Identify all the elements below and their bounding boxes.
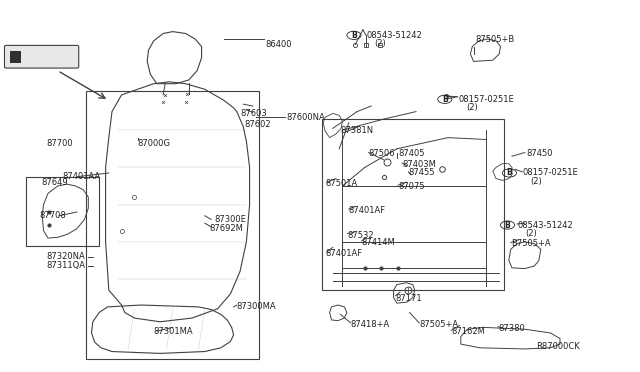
Text: 87380: 87380 bbox=[498, 324, 525, 333]
Text: 87600NA: 87600NA bbox=[286, 113, 325, 122]
Text: B: B bbox=[507, 169, 512, 177]
Text: 87300E: 87300E bbox=[214, 215, 246, 224]
Text: 87405: 87405 bbox=[398, 149, 424, 158]
Text: 87505+A: 87505+A bbox=[419, 320, 458, 329]
Text: 08543-51242: 08543-51242 bbox=[517, 221, 573, 230]
Text: 87000G: 87000G bbox=[138, 139, 171, 148]
Text: 08157-0251E: 08157-0251E bbox=[522, 169, 578, 177]
Text: 87401AF: 87401AF bbox=[325, 249, 362, 258]
Text: R87000CK: R87000CK bbox=[536, 342, 580, 351]
Text: 87700: 87700 bbox=[46, 139, 73, 148]
Text: 87414M: 87414M bbox=[362, 238, 396, 247]
Text: 87450: 87450 bbox=[526, 149, 552, 158]
Text: (2): (2) bbox=[374, 39, 386, 48]
Text: 87455: 87455 bbox=[408, 169, 435, 177]
Text: 86400: 86400 bbox=[266, 40, 292, 49]
Text: 87505+B: 87505+B bbox=[475, 35, 514, 44]
FancyBboxPatch shape bbox=[4, 45, 79, 68]
Bar bbox=[10, 51, 21, 63]
Text: 87162M: 87162M bbox=[451, 327, 485, 336]
Text: (2): (2) bbox=[525, 229, 536, 238]
Text: 87403M: 87403M bbox=[402, 160, 436, 169]
Text: (2): (2) bbox=[466, 103, 477, 112]
Text: B: B bbox=[351, 31, 356, 40]
Text: 87401AF: 87401AF bbox=[349, 206, 386, 215]
Text: 87075: 87075 bbox=[398, 182, 425, 191]
Text: 87532: 87532 bbox=[348, 231, 374, 240]
Text: 87649: 87649 bbox=[42, 178, 68, 187]
Text: 87381N: 87381N bbox=[340, 126, 374, 135]
Text: 08543-51242: 08543-51242 bbox=[366, 31, 422, 40]
Text: 87320NA: 87320NA bbox=[46, 252, 85, 261]
Text: 87501A: 87501A bbox=[325, 179, 357, 187]
Text: 87418+A: 87418+A bbox=[351, 320, 390, 329]
Text: (2): (2) bbox=[530, 177, 541, 186]
Text: 87401AA: 87401AA bbox=[63, 172, 101, 181]
Text: 87311QA: 87311QA bbox=[46, 262, 85, 270]
Text: 08157-0251E: 08157-0251E bbox=[458, 95, 514, 104]
Text: 87171: 87171 bbox=[396, 294, 422, 303]
Bar bbox=[322, 119, 504, 290]
Text: 87602: 87602 bbox=[244, 120, 271, 129]
Bar bbox=[26, 177, 99, 246]
Bar bbox=[86, 91, 259, 359]
Text: B: B bbox=[505, 221, 510, 230]
Text: 87708: 87708 bbox=[40, 211, 67, 220]
Text: 87603: 87603 bbox=[240, 109, 267, 118]
Text: B: B bbox=[442, 95, 447, 104]
Text: 87692M: 87692M bbox=[209, 224, 243, 233]
Text: B7505+A: B7505+A bbox=[511, 239, 550, 248]
Text: 87301MA: 87301MA bbox=[154, 327, 193, 336]
Text: 87300MA: 87300MA bbox=[237, 302, 276, 311]
Text: 87506: 87506 bbox=[368, 149, 395, 158]
